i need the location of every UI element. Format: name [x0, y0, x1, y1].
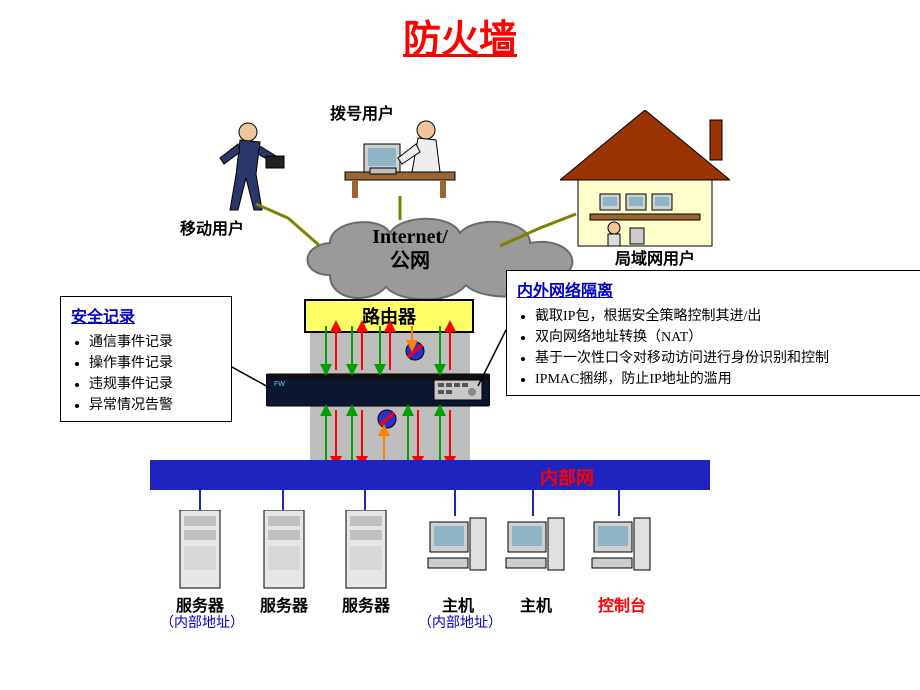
bus-drop: [454, 490, 456, 516]
cloud-label: Internet/ 公网: [340, 225, 480, 273]
console-label: 控制台: [594, 592, 650, 616]
forbidden-icon-2: [376, 408, 398, 430]
isolation-item: 截取IP包，根据安全策略控制其进/出: [535, 305, 917, 325]
cloud-line1: Internet/: [372, 226, 448, 248]
security-log-box: 安全记录 通信事件记录 操作事件记录 违规事件记录 异常情况告警: [60, 296, 232, 422]
server-icon: [172, 510, 228, 590]
forbidden-icon-1: [404, 340, 426, 362]
diagram-title: 防火墙: [0, 8, 920, 63]
isolation-item: 双向网络地址转换（NAT）: [535, 326, 917, 346]
isolation-box: 内外网络隔离 截取IP包，根据安全策略控制其进/出 双向网络地址转换（NAT） …: [506, 270, 920, 396]
log-item: 违规事件记录: [89, 373, 221, 393]
router-label: 路由器: [362, 307, 416, 327]
dialup-user-label: 拨号用户: [330, 100, 394, 124]
lan-user-label: 局域网用户: [615, 245, 695, 269]
isolation-item: IPMAC捆绑，防止IP地址的滥用: [535, 368, 917, 388]
server-label: 服务器: [338, 592, 394, 616]
diagram-stage: 防火墙 移动用户 拨号用户 局域网用户: [0, 0, 920, 690]
mobile-user-label: 移动用户: [180, 215, 244, 239]
mobile-user-icon: [210, 120, 290, 215]
internal-bus: [150, 460, 710, 490]
host-label: 主机: [512, 592, 560, 616]
router-box: 路由器: [304, 299, 474, 333]
security-log-title: 安全记录: [71, 303, 221, 327]
server-icon: [256, 510, 312, 590]
svg-text:FW: FW: [274, 381, 285, 388]
isolation-title: 内外网络隔离: [517, 277, 917, 301]
bus-drop: [532, 490, 534, 516]
log-item: 通信事件记录: [89, 331, 221, 351]
log-item: 操作事件记录: [89, 352, 221, 372]
isolation-item: 基于一次性口令对移动访问进行身份识别和控制: [535, 347, 917, 367]
security-log-list: 通信事件记录 操作事件记录 违规事件记录 异常情况告警: [71, 331, 221, 414]
host-sublabel: （内部地址）: [410, 612, 510, 632]
server-label: 服务器: [256, 592, 312, 616]
log-item: 异常情况告警: [89, 394, 221, 414]
isolation-list: 截取IP包，根据安全策略控制其进/出 双向网络地址转换（NAT） 基于一次性口令…: [517, 305, 917, 388]
server-icon: [338, 510, 394, 590]
bus-label: 内部网: [540, 464, 594, 490]
pc-icon: [426, 516, 490, 588]
server-sublabel: （内部地址）: [152, 612, 252, 632]
cloud-line2: 公网: [390, 250, 430, 272]
bus-drop: [618, 490, 620, 516]
console-icon: [590, 516, 654, 588]
pc-icon: [504, 516, 568, 588]
